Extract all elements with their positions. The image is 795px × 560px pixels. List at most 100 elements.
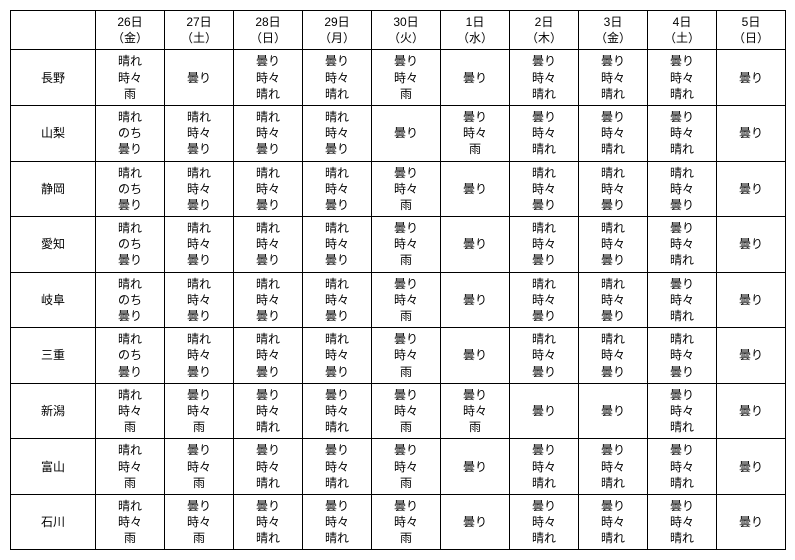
- forecast-line: 雨: [374, 86, 438, 102]
- forecast-line: 曇り: [719, 292, 783, 308]
- forecast-line: 曇り: [581, 498, 645, 514]
- forecast-line: 時々: [650, 70, 714, 86]
- forecast-cell: 曇り時々晴れ: [579, 439, 648, 495]
- header-date: 27日: [167, 14, 231, 30]
- table-row: 富山晴れ時々雨曇り時々雨曇り時々晴れ曇り時々晴れ曇り時々雨曇り曇り時々晴れ曇り時…: [11, 439, 786, 495]
- forecast-line: 時々: [650, 292, 714, 308]
- forecast-cell: 曇り時々雨: [372, 494, 441, 550]
- forecast-cell: 晴れ時々雨: [96, 383, 165, 439]
- forecast-line: 時々: [374, 514, 438, 530]
- table-row: 石川晴れ時々雨曇り時々雨曇り時々晴れ曇り時々晴れ曇り時々雨曇り曇り時々晴れ曇り時…: [11, 494, 786, 550]
- forecast-cell: 曇り: [717, 105, 786, 161]
- forecast-line: 時々: [167, 125, 231, 141]
- forecast-cell: 曇り時々晴れ: [303, 494, 372, 550]
- forecast-line: 時々: [374, 292, 438, 308]
- header-dow: （火）: [374, 30, 438, 46]
- forecast-line: 曇り: [512, 197, 576, 213]
- forecast-cell: 晴れ時々曇り: [234, 105, 303, 161]
- forecast-line: 晴れ: [167, 165, 231, 181]
- forecast-cell: 曇り: [441, 494, 510, 550]
- header-dow: （日）: [236, 30, 300, 46]
- forecast-line: 曇り: [443, 236, 507, 252]
- forecast-line: 時々: [167, 347, 231, 363]
- forecast-line: 時々: [581, 514, 645, 530]
- forecast-line: 曇り: [512, 364, 576, 380]
- forecast-cell: 曇り時々雨: [441, 383, 510, 439]
- forecast-line: 時々: [581, 459, 645, 475]
- forecast-line: 晴れ: [512, 165, 576, 181]
- forecast-line: 晴れ: [236, 530, 300, 546]
- forecast-line: 時々: [443, 125, 507, 141]
- forecast-line: 晴れ: [236, 165, 300, 181]
- forecast-cell: 曇り時々雨: [372, 50, 441, 106]
- forecast-line: 晴れ: [98, 53, 162, 69]
- forecast-line: 晴れ: [581, 530, 645, 546]
- forecast-line: 晴れ: [650, 419, 714, 435]
- forecast-line: 時々: [374, 403, 438, 419]
- forecast-line: 晴れ: [512, 86, 576, 102]
- forecast-line: 時々: [305, 181, 369, 197]
- forecast-cell: 曇り時々雨: [165, 439, 234, 495]
- forecast-line: 時々: [98, 459, 162, 475]
- forecast-line: 曇り: [167, 308, 231, 324]
- forecast-line: 時々: [512, 181, 576, 197]
- forecast-cell: 曇り: [372, 105, 441, 161]
- forecast-line: 晴れ: [512, 141, 576, 157]
- header-day: 27日（土）: [165, 11, 234, 50]
- forecast-line: 曇り: [374, 53, 438, 69]
- forecast-line: 曇り: [650, 53, 714, 69]
- forecast-line: 時々: [512, 292, 576, 308]
- forecast-cell: 曇り: [441, 272, 510, 328]
- forecast-line: 曇り: [719, 125, 783, 141]
- forecast-cell: 曇り時々雨: [372, 161, 441, 217]
- header-dow: （金）: [98, 30, 162, 46]
- forecast-cell: 曇り時々晴れ: [510, 105, 579, 161]
- forecast-line: 曇り: [98, 141, 162, 157]
- forecast-line: のち: [98, 347, 162, 363]
- header-day: 3日（金）: [579, 11, 648, 50]
- forecast-line: 晴れ: [305, 419, 369, 435]
- forecast-cell: 曇り時々晴れ: [234, 383, 303, 439]
- forecast-cell: 曇り時々晴れ: [648, 50, 717, 106]
- forecast-cell: 曇り時々晴れ: [648, 272, 717, 328]
- forecast-cell: 晴れのち曇り: [96, 272, 165, 328]
- forecast-line: 晴れ: [581, 331, 645, 347]
- forecast-line: 晴れ: [236, 331, 300, 347]
- forecast-line: 晴れ: [650, 165, 714, 181]
- forecast-line: 時々: [167, 514, 231, 530]
- forecast-line: 晴れ: [98, 220, 162, 236]
- forecast-line: のち: [98, 181, 162, 197]
- forecast-cell: 曇り: [441, 161, 510, 217]
- forecast-line: 晴れ: [512, 220, 576, 236]
- forecast-line: 晴れ: [98, 442, 162, 458]
- forecast-cell: 晴れ時々曇り: [510, 328, 579, 384]
- region-label: 長野: [11, 50, 96, 106]
- forecast-line: 時々: [512, 236, 576, 252]
- forecast-line: 時々: [650, 459, 714, 475]
- header-day: 5日（日）: [717, 11, 786, 50]
- forecast-line: 曇り: [98, 197, 162, 213]
- forecast-line: 晴れ: [650, 475, 714, 491]
- forecast-cell: 晴れ時々曇り: [579, 272, 648, 328]
- forecast-line: 晴れ: [236, 276, 300, 292]
- forecast-cell: 曇り時々晴れ: [510, 439, 579, 495]
- forecast-cell: 曇り時々雨: [441, 105, 510, 161]
- forecast-line: 時々: [650, 403, 714, 419]
- forecast-line: 雨: [374, 475, 438, 491]
- forecast-cell: 曇り時々晴れ: [303, 50, 372, 106]
- forecast-line: 晴れ: [650, 141, 714, 157]
- forecast-line: 曇り: [719, 347, 783, 363]
- forecast-line: 雨: [374, 252, 438, 268]
- forecast-cell: 晴れ時々曇り: [510, 161, 579, 217]
- forecast-line: 雨: [98, 475, 162, 491]
- forecast-cell: 晴れ時々雨: [96, 50, 165, 106]
- table-row: 岐阜晴れのち曇り晴れ時々曇り晴れ時々曇り晴れ時々曇り曇り時々雨曇り晴れ時々曇り晴…: [11, 272, 786, 328]
- region-label: 静岡: [11, 161, 96, 217]
- forecast-line: 曇り: [167, 364, 231, 380]
- forecast-cell: 曇り時々晴れ: [234, 50, 303, 106]
- table-row: 新潟晴れ時々雨曇り時々雨曇り時々晴れ曇り時々晴れ曇り時々雨曇り時々雨曇り曇り曇り…: [11, 383, 786, 439]
- forecast-cell: 曇り時々晴れ: [579, 50, 648, 106]
- forecast-line: 曇り: [167, 252, 231, 268]
- forecast-line: 時々: [581, 236, 645, 252]
- forecast-line: 曇り: [512, 498, 576, 514]
